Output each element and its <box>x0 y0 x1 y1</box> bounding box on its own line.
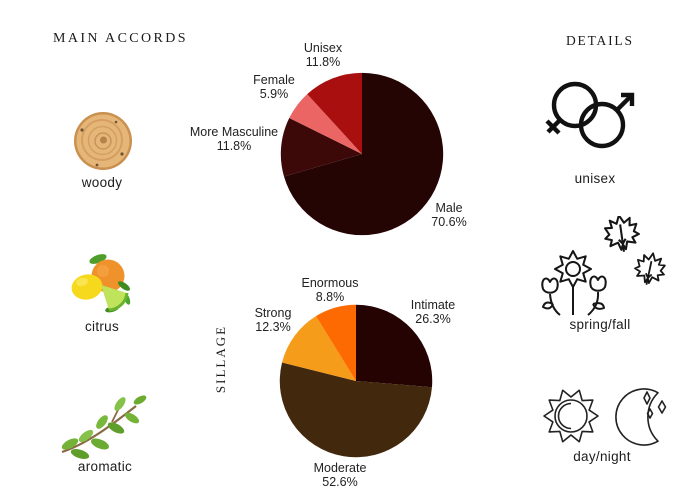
sparkle-star <box>643 391 651 405</box>
pie-slice-female <box>289 94 362 154</box>
pie-slice-label: More Masculine <box>189 125 279 139</box>
pie-slice-label: Male <box>435 201 463 215</box>
pie-slice-label: Enormous <box>301 276 359 290</box>
male-circle <box>578 101 626 149</box>
pie-slice-pct: 26.3% <box>415 312 451 326</box>
pie-label-strong: Strong 12.3% <box>228 306 318 334</box>
sun-disc <box>554 399 588 433</box>
sparkle-star <box>657 400 667 414</box>
detail-label-spring-fall: spring/fall <box>569 317 631 332</box>
accord-label-aromatic: aromatic <box>77 459 133 474</box>
pie-slice-pct: 11.8% <box>216 139 252 153</box>
accord-label-woody: woody <box>81 175 123 190</box>
pie-slice-pct: 8.8% <box>315 290 345 304</box>
sun-rays <box>543 389 599 443</box>
male-arrow <box>615 93 634 112</box>
pie-slice-intimate <box>356 304 433 388</box>
pie-slice-pct: 12.3% <box>255 320 291 334</box>
gender-symbols-icon <box>545 81 635 149</box>
detail-label-day-night: day/night <box>573 449 631 464</box>
pie-slice-pct: 70.6% <box>431 215 467 229</box>
gender-pie-chart <box>280 72 444 236</box>
tulip-left <box>541 277 559 294</box>
star-flower <box>554 250 592 288</box>
pie-slice-pct: 52.6% <box>322 475 358 489</box>
sparkle-star <box>646 408 654 419</box>
herb-sprig-icon <box>61 395 147 459</box>
maple-leaf-1 <box>603 216 640 252</box>
flowers-maple-leaves-icon <box>541 216 666 316</box>
pie-slice-unisex <box>307 72 362 154</box>
pie-label-enormous: Enormous 8.8% <box>285 276 375 304</box>
detail-label-unisex: unisex <box>574 171 616 186</box>
pie-slice-pct: 5.9% <box>259 87 289 101</box>
crescent-moon <box>615 388 659 446</box>
pie-label-unisex: Unisex 11.8% <box>278 41 368 69</box>
main-accords-header: MAIN ACCORDS <box>53 31 188 46</box>
details-header: DETAILS <box>566 33 634 48</box>
pie-slice-strong <box>282 316 356 381</box>
pie-label-intimate: Intimate 26.3% <box>388 298 478 326</box>
sillage-axis-label: SILLAGE <box>213 324 228 394</box>
pie-slice-enormous <box>315 304 356 381</box>
wood-slice-icon <box>74 112 132 170</box>
pie-label-moderate: Moderate 52.6% <box>295 461 385 489</box>
pie-slice-label: Moderate <box>313 461 367 475</box>
citrus-fruits-icon <box>71 254 131 313</box>
sun-moon-icon <box>543 388 667 446</box>
tulip-right <box>589 275 607 292</box>
maple-leaf-2 <box>634 252 666 285</box>
pie-slice-label: Intimate <box>410 298 456 312</box>
pie-slice-label: Female <box>253 73 295 87</box>
female-circle <box>551 81 599 129</box>
female-cross-bar <box>545 119 561 135</box>
pie-slice-male <box>284 72 444 236</box>
pie-slice-moderate <box>279 362 432 458</box>
accord-label-citrus: citrus <box>84 319 120 334</box>
herb-stem <box>61 405 137 454</box>
pie-slice-label: Unisex <box>303 41 343 55</box>
pie-label-more-masculine: More Masculine 11.8% <box>174 125 294 153</box>
sillage-pie-chart <box>279 304 433 458</box>
pie-slice-label: Strong <box>254 306 292 320</box>
pie-slice-pct: 11.8% <box>305 55 341 69</box>
pie-slice-more-masculine <box>280 117 362 177</box>
pie-label-male: Male 70.6% <box>404 201 494 229</box>
pie-label-female: Female 5.9% <box>229 73 319 101</box>
orange-leaf <box>89 254 107 264</box>
